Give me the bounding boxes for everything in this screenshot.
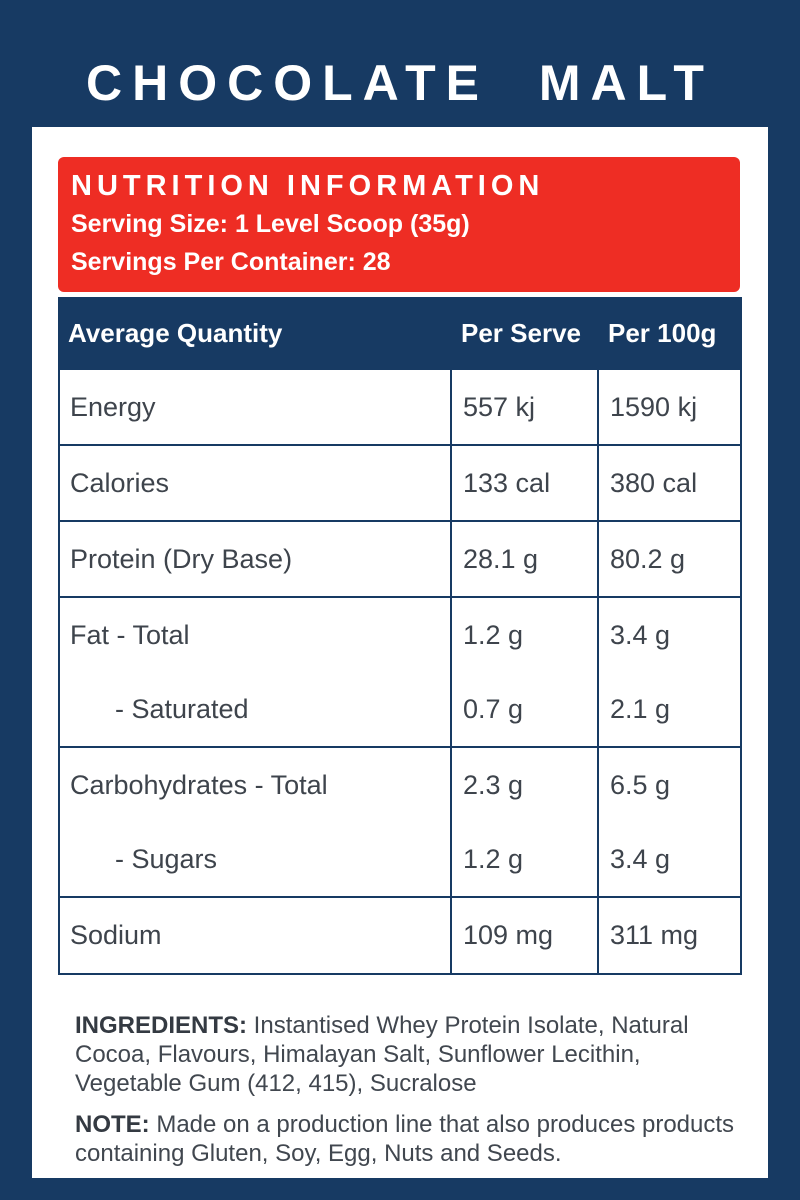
row-per-100g-value: 3.4 g xyxy=(610,843,671,874)
row-per-serve-value: 557 kj xyxy=(463,391,536,422)
row-per-100g-value: 80.2 g xyxy=(610,543,686,574)
table-row-protein: Protein (Dry Base) 28.1 g 80.2 g xyxy=(60,522,740,598)
ingredients-label: INGREDIENTS: xyxy=(75,1012,248,1039)
nutrition-header-box: NUTRITION INFORMATION Serving Size: 1 Le… xyxy=(58,157,740,292)
row-per-100g-value: 1590 kj xyxy=(610,391,698,422)
row-label-saturated: - Saturated xyxy=(115,693,249,724)
row-per-serve-value: 109 mg xyxy=(463,920,554,950)
row-per-100g-value: 3.4 g xyxy=(610,619,671,650)
nutrition-table: Average Quantity Per Serve Per 100g Ener… xyxy=(58,297,742,975)
column-header-average-quantity: Average Quantity xyxy=(68,318,283,348)
product-flavour-title: CHOCOLATE MALT xyxy=(86,55,714,111)
table-row-group-carbohydrates: Carbohydrates - Total - Sugars 2.3 g 1.2… xyxy=(60,748,740,898)
row-label: Protein (Dry Base) xyxy=(70,543,293,574)
column-header-per-100g: Per 100g xyxy=(608,318,717,348)
row-per-serve-value: 133 cal xyxy=(463,467,551,498)
row-label: Energy xyxy=(70,391,156,422)
table-row-calories: Calories 133 cal 380 cal xyxy=(60,446,740,522)
row-label-sugars: - Sugars xyxy=(115,843,218,874)
row-per-serve-value: 0.7 g xyxy=(463,693,524,724)
row-per-100g-value: 311 mg xyxy=(610,920,699,950)
nutrition-panel-card: NUTRITION INFORMATION Serving Size: 1 Le… xyxy=(32,127,768,1178)
ingredients-text: Instantised Whey Protein Isolate, Natura… xyxy=(75,1012,689,1097)
nutrition-table-body: Energy 557 kj 1590 kj Calories 133 cal 3… xyxy=(58,370,742,975)
row-label-carbohydrates-total: Carbohydrates - Total xyxy=(70,769,328,800)
row-label: Sodium xyxy=(70,920,162,950)
ingredients-paragraph: INGREDIENTS: Instantised Whey Protein Is… xyxy=(75,1011,743,1098)
nutrition-table-header: Average Quantity Per Serve Per 100g xyxy=(58,297,742,370)
row-per-serve-value: 2.3 g xyxy=(463,769,524,800)
allergen-note-paragraph: NOTE: Made on a production line that als… xyxy=(75,1110,743,1168)
servings-per-container-line: Servings Per Container: 28 xyxy=(71,248,391,276)
serving-size-line: Serving Size: 1 Level Scoop (35g) xyxy=(71,210,470,238)
row-per-serve-value: 1.2 g xyxy=(463,619,524,650)
row-per-100g-value: 6.5 g xyxy=(610,769,671,800)
row-label-fat-total: Fat - Total xyxy=(70,619,190,650)
table-row-sodium: Sodium 109 mg 311 mg xyxy=(60,898,740,973)
row-per-serve-value: 1.2 g xyxy=(463,843,524,874)
table-row-energy: Energy 557 kj 1590 kj xyxy=(60,370,740,446)
note-text: Made on a production line that also prod… xyxy=(75,1111,735,1167)
row-per-100g-value: 380 cal xyxy=(610,467,698,498)
row-per-serve-value: 28.1 g xyxy=(463,543,539,574)
column-header-per-serve: Per Serve xyxy=(461,318,581,348)
row-label: Calories xyxy=(70,467,170,498)
row-per-100g-value: 2.1 g xyxy=(610,693,671,724)
note-label: NOTE: xyxy=(75,1111,150,1138)
nutrition-information-title: NUTRITION INFORMATION xyxy=(71,170,545,202)
table-row-group-fat: Fat - Total - Saturated 1.2 g 0.7 g 3.4 … xyxy=(60,598,740,748)
